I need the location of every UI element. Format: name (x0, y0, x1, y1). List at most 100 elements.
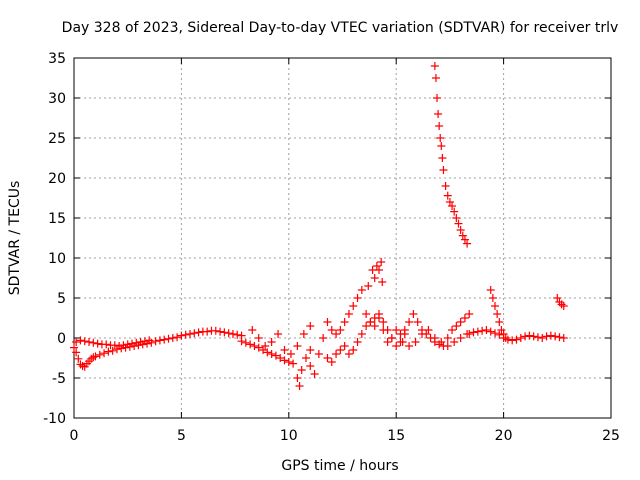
data-point (267, 338, 276, 346)
data-point (542, 332, 551, 341)
data-point (366, 318, 375, 326)
series-wave-8-11h (248, 322, 315, 358)
data-point (160, 335, 169, 344)
data-point (383, 338, 392, 346)
data-point (437, 142, 446, 150)
data-point (70, 343, 78, 352)
data-point (327, 326, 336, 334)
data-point (491, 302, 500, 310)
data-point (72, 338, 81, 346)
data-point (436, 134, 445, 142)
data-point (553, 294, 562, 302)
data-point (327, 358, 336, 366)
y-tick-label: 30 (48, 91, 66, 107)
data-point (293, 374, 302, 382)
data-point (357, 330, 366, 338)
data-point (450, 207, 459, 216)
data-point (254, 343, 263, 352)
data-point (488, 294, 497, 302)
y-tick-label: 25 (48, 131, 66, 147)
data-point (280, 346, 289, 354)
data-point (370, 314, 379, 322)
data-point (379, 318, 388, 326)
data-point (336, 326, 345, 334)
data-point (211, 326, 220, 335)
data-point (448, 326, 457, 334)
y-tick-label: 0 (57, 331, 66, 347)
y-tick-label: -10 (43, 411, 66, 427)
data-point (306, 322, 315, 330)
data-point (306, 346, 315, 354)
data-point (185, 330, 194, 338)
series-spike-19.5h (486, 286, 510, 342)
data-point (448, 202, 457, 210)
data-point (437, 338, 446, 346)
data-point (516, 334, 525, 342)
data-point (452, 322, 461, 330)
data-point (203, 327, 212, 336)
data-point (392, 326, 401, 334)
data-point (276, 354, 285, 362)
series-band-8-11h (237, 337, 315, 390)
data-point (450, 338, 459, 346)
data-point (220, 328, 229, 337)
y-tick-label: 10 (48, 251, 66, 267)
data-point (559, 302, 568, 310)
data-point (430, 334, 439, 342)
data-point (224, 329, 233, 338)
data-point (433, 94, 442, 102)
data-point (400, 326, 409, 334)
data-point (443, 342, 452, 350)
data-point (228, 330, 237, 338)
data-point (551, 332, 560, 341)
data-point (314, 350, 323, 358)
series-spike-22.5h (553, 294, 568, 310)
data-point (233, 330, 242, 339)
data-point (344, 310, 353, 318)
data-point (405, 342, 414, 350)
plot-frame (73, 57, 612, 419)
y-tick-label: -5 (52, 371, 66, 387)
data-point (349, 346, 358, 354)
data-point (145, 336, 154, 345)
data-point (164, 334, 173, 343)
x-tick-label: 0 (70, 428, 79, 444)
data-point (132, 338, 141, 347)
series-band-0-4h-upper (72, 336, 154, 350)
data-point (323, 318, 332, 326)
data-point (503, 335, 512, 344)
data-point (482, 326, 491, 334)
data-point (100, 349, 109, 358)
data-point (80, 337, 89, 346)
x-tick-label: 5 (177, 428, 186, 444)
data-point (246, 340, 255, 349)
data-point (241, 338, 250, 347)
data-point (378, 278, 387, 286)
series-band-15-18h (396, 310, 474, 350)
data-point (263, 348, 272, 357)
data-point (458, 231, 467, 240)
data-point (190, 329, 199, 338)
data-point (362, 322, 371, 330)
data-point (443, 191, 452, 200)
data-marks (70, 62, 568, 390)
data-point (72, 348, 81, 357)
data-point (332, 330, 341, 338)
data-point (370, 274, 379, 282)
data-point (377, 258, 386, 266)
series-band-11-15h (306, 286, 401, 378)
data-point (267, 350, 276, 358)
data-point (370, 322, 379, 330)
data-point (398, 338, 407, 346)
data-point (460, 314, 469, 322)
data-point (340, 318, 349, 326)
data-point (495, 318, 504, 326)
data-point (473, 327, 482, 336)
data-point (177, 331, 186, 340)
data-point (413, 318, 422, 326)
data-point (344, 350, 353, 358)
data-point (460, 235, 469, 244)
data-point (286, 350, 295, 358)
data-point (375, 310, 384, 318)
series-spike-14h (364, 258, 387, 290)
